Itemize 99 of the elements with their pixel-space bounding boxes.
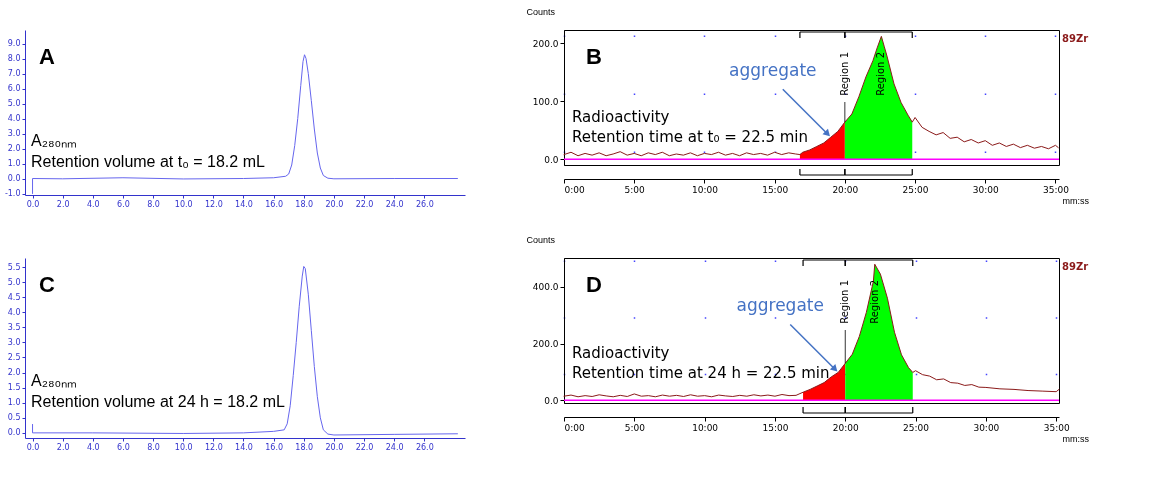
x-tick-label: 0:00 [564,184,585,195]
x-tick-label: 4.0 [86,442,100,452]
x-tick-label: 12.0 [204,442,223,452]
x-tick-label: 26.0 [415,199,434,209]
y-tick-label: 100.0 [532,96,559,107]
annotation: D [586,272,602,297]
x-tick-label: 8.0 [147,442,160,452]
annotation: C [39,272,55,297]
text: Region 1 [839,280,851,324]
x-tick-label: 20.0 [325,199,344,209]
y-tick-label: 4.0 [7,114,21,123]
annotation: B [586,44,602,69]
y-tick-label: 4.5 [7,292,21,302]
text: Region 1 [838,52,850,96]
annotation: Retention volume at t₀ = 18.2 mL [31,152,265,170]
y-tick-label: -1.0 [4,189,21,198]
x-tick-label: 30:00 [973,422,1000,433]
annotation: Retention time at t₀ = 22.5 min [572,128,809,147]
x-tick-label: 5:00 [624,184,646,195]
y-tick-label: 2.5 [7,353,21,362]
annotation: A₂₈₀ₙₘ [31,372,78,390]
x-tick-label: 10.0 [174,199,193,209]
x-tick-label: 5:00 [624,422,646,433]
x-tick-label: 8.0 [147,199,160,209]
x-tick-label: 20:00 [832,184,859,195]
x-tick-label: 15:00 [762,184,789,195]
y-tick-label: 9.0 [7,39,21,48]
y-tick-label: 200.0 [532,38,559,49]
annotation: A₂₈₀ₙₘ [31,131,78,149]
annotation: Radioactivity [572,108,670,127]
text: 89Zr [1062,33,1089,44]
y-tick-label: 0.5 [7,413,21,423]
y-tick-label: 3.5 [7,322,21,332]
x-tick-label: 0.0 [26,442,40,452]
line-series [563,35,1059,157]
x-tick-label: 22.0 [355,199,374,209]
y-tick-label: 3.0 [7,129,21,138]
y-tick-label: 3.0 [7,337,21,347]
x-axis-title: mm:ss [1062,195,1090,206]
x-tick-label: 6.0 [117,199,130,209]
x-tick-label: 16.0 [265,199,284,209]
x-axis-title: mm:ss [1062,433,1090,444]
x-tick-label: 0:00 [564,422,585,433]
y-tick-label: 2.0 [7,144,21,153]
x-tick-label: 30:00 [972,184,1000,195]
x-tick-label: 18.0 [295,442,314,452]
annotation: aggregate [736,295,824,316]
text: 89Zr [1062,261,1089,272]
x-tick-label: 25:00 [903,422,930,433]
series-label: Region 2 [875,52,887,96]
annotation: Radioactivity [572,344,670,363]
x-tick-label: 18.0 [295,199,314,209]
y-tick-label: 8.0 [7,54,21,63]
x-tick-label: 10:00 [691,184,719,195]
x-tick-label: 14.0 [235,199,253,209]
x-tick-label: 22.0 [355,442,374,452]
line-series [563,263,1060,398]
x-tick-label: 35:00 [1043,422,1070,433]
annotation: Retention time at 24 h = 22.5 min [572,364,830,383]
x-tick-label: 6.0 [117,442,130,452]
line-series [32,265,458,436]
y-tick-label: 400.0 [532,282,559,293]
x-tick-label: 24.0 [385,442,404,452]
y-tick-label: 0.0 [544,395,559,406]
y-tick-label: 0.0 [7,174,21,183]
y-axis-title: Counts [526,6,556,17]
x-tick-label: 14.0 [235,442,253,452]
x-tick-label: 0.0 [26,199,40,209]
x-tick-label: 10.0 [174,442,193,452]
y-axis-title: Counts [526,234,556,245]
x-tick-label: 12.0 [204,199,223,209]
x-tick-label: 15:00 [762,422,789,433]
x-tick-label: 24.0 [385,199,404,209]
x-tick-label: 35:00 [1043,184,1070,195]
x-tick-label: 2.0 [56,442,70,452]
annotation: A [39,44,55,69]
y-tick-label: 6.0 [7,84,21,93]
y-tick-label: 5.0 [7,277,21,287]
annotation: aggregate [729,60,817,81]
y-tick-label: 1.0 [7,398,21,408]
y-tick-label: 0.0 [544,154,559,165]
x-tick-label: 2.0 [56,199,70,209]
y-tick-label: 7.0 [7,69,21,78]
x-tick-label: 4.0 [86,199,100,209]
x-tick-label: 26.0 [415,442,434,452]
y-tick-label: 1.5 [7,383,21,393]
x-tick-label: 16.0 [265,442,284,452]
x-tick-label: 20.0 [325,442,344,452]
y-tick-label: 5.5 [7,262,21,272]
y-tick-label: 5.0 [7,99,21,108]
x-tick-label: 25:00 [902,184,929,195]
y-tick-label: 1.0 [7,159,21,168]
y-tick-label: 200.0 [532,339,559,350]
y-tick-label: 4.0 [7,307,21,317]
annotation: Retention volume at 24 h = 18.2 mL [31,393,286,411]
x-tick-label: 20:00 [832,422,859,433]
y-tick-label: 2.0 [7,368,21,378]
series-label: Region 2 [868,280,880,324]
x-tick-label: 10:00 [692,422,719,433]
